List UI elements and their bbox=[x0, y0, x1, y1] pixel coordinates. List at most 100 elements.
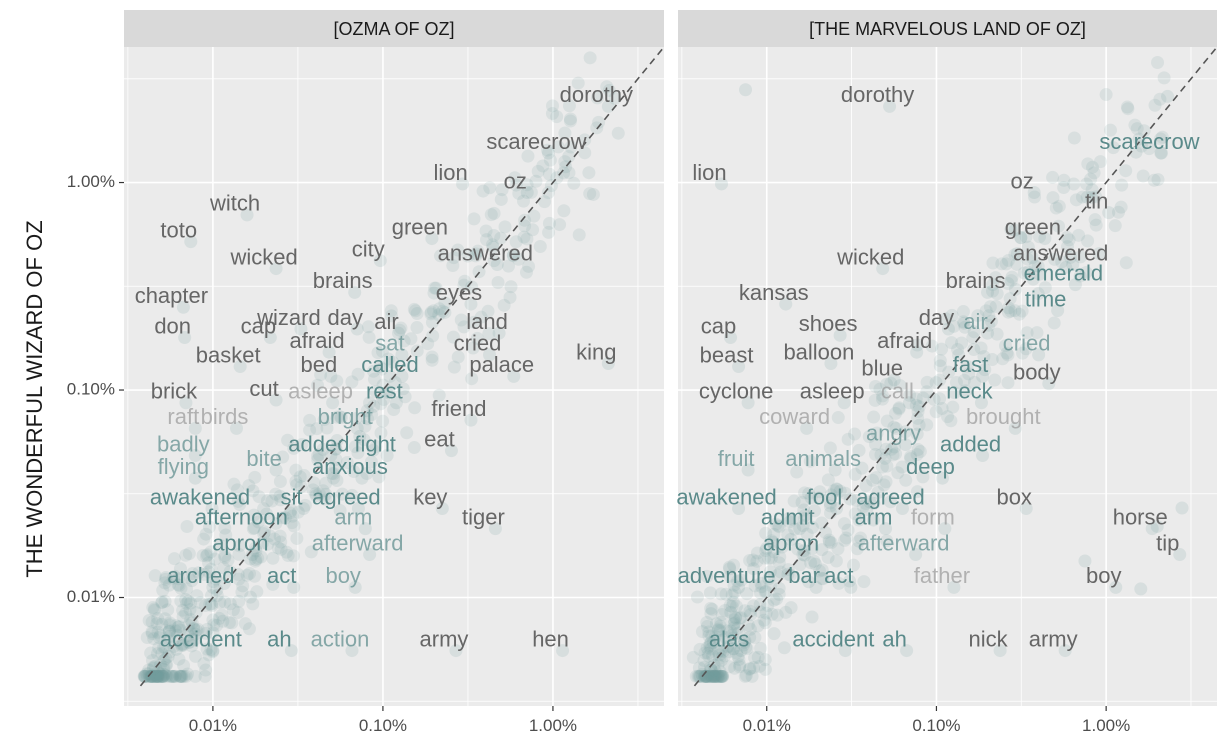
word-point bbox=[852, 443, 866, 457]
word-point bbox=[772, 581, 786, 595]
word-point bbox=[710, 669, 724, 683]
word-point bbox=[1027, 186, 1041, 200]
word-point bbox=[988, 373, 1002, 387]
word-point bbox=[738, 634, 752, 648]
word-point bbox=[941, 322, 955, 336]
word-point bbox=[184, 613, 198, 627]
word-point bbox=[480, 233, 494, 247]
word-point bbox=[509, 235, 523, 249]
word-point bbox=[743, 630, 757, 644]
x-tick-label: 1.00% bbox=[529, 716, 577, 735]
word-point bbox=[151, 669, 165, 683]
facet-panel-2: [THE MARVELOUS LAND OF OZ] dorothy lion sca… bbox=[676, 10, 1217, 735]
word-point bbox=[150, 669, 164, 683]
facet-strip-title: [OZMA OF OZ] bbox=[334, 19, 455, 39]
word-point bbox=[758, 616, 772, 630]
word-point bbox=[309, 489, 323, 503]
word-point bbox=[1087, 166, 1101, 180]
word-point bbox=[1148, 98, 1162, 112]
word-point bbox=[733, 611, 747, 625]
word-label: cried bbox=[454, 331, 502, 356]
word-point bbox=[707, 669, 721, 683]
word-point bbox=[805, 610, 819, 624]
word-label: answered bbox=[438, 240, 533, 265]
word-point bbox=[156, 669, 170, 683]
word-point bbox=[218, 550, 232, 564]
word-label: birds bbox=[201, 404, 249, 429]
word-point bbox=[541, 186, 555, 200]
word-point bbox=[454, 313, 468, 327]
word-point bbox=[1060, 230, 1074, 244]
word-point bbox=[893, 379, 907, 393]
word-point bbox=[156, 669, 170, 683]
word-point bbox=[169, 624, 183, 638]
word-label: answered bbox=[1013, 240, 1108, 265]
outlier-point bbox=[1150, 519, 1164, 533]
word-point bbox=[948, 386, 962, 400]
word-label: oz bbox=[504, 168, 527, 193]
word-label: fast bbox=[953, 352, 988, 377]
word-point bbox=[1008, 282, 1022, 296]
word-point bbox=[746, 553, 760, 567]
word-point bbox=[704, 642, 718, 656]
word-point bbox=[700, 641, 714, 655]
word-point bbox=[175, 637, 189, 651]
word-point bbox=[263, 331, 277, 345]
word-label: scarecrow bbox=[486, 129, 586, 154]
word-point bbox=[218, 595, 232, 609]
word-label: army bbox=[1029, 626, 1078, 651]
word-point bbox=[162, 624, 176, 638]
word-point bbox=[329, 453, 343, 467]
word-point bbox=[345, 488, 359, 502]
word-label: called bbox=[361, 352, 418, 377]
word-point bbox=[747, 661, 761, 675]
word-point bbox=[213, 538, 227, 552]
word-point bbox=[541, 146, 555, 160]
word-point bbox=[704, 669, 718, 683]
word-point bbox=[520, 232, 534, 246]
word-point bbox=[550, 110, 564, 124]
word-point bbox=[324, 369, 338, 383]
word-point bbox=[990, 287, 1004, 301]
word-point bbox=[457, 320, 471, 334]
word-point bbox=[1038, 281, 1052, 295]
word-label: rest bbox=[366, 379, 403, 404]
word-point bbox=[138, 669, 152, 683]
word-label: added bbox=[288, 431, 349, 456]
word-point bbox=[161, 603, 175, 617]
word-point bbox=[1017, 266, 1031, 280]
word-point bbox=[699, 669, 713, 683]
word-point bbox=[705, 602, 719, 616]
word-point bbox=[694, 669, 708, 683]
word-point bbox=[483, 181, 497, 195]
word-point bbox=[1102, 206, 1116, 220]
word-point bbox=[713, 619, 727, 633]
word-point bbox=[912, 400, 926, 414]
word-point bbox=[531, 164, 545, 178]
word-point bbox=[762, 551, 776, 565]
word-point bbox=[567, 176, 581, 190]
word-point bbox=[707, 669, 721, 683]
word-point bbox=[831, 542, 845, 556]
word-point bbox=[724, 624, 738, 638]
word-point bbox=[1004, 223, 1018, 237]
word-point bbox=[945, 308, 959, 322]
word-label: day bbox=[919, 305, 954, 330]
word-point bbox=[695, 667, 709, 681]
word-point bbox=[900, 644, 914, 658]
word-point bbox=[1067, 177, 1081, 191]
word-point bbox=[204, 562, 218, 576]
word-point bbox=[889, 422, 903, 436]
word-point bbox=[989, 271, 1003, 285]
word-point bbox=[1092, 247, 1106, 261]
word-point bbox=[856, 500, 870, 514]
word-point bbox=[351, 367, 365, 381]
word-point bbox=[151, 665, 165, 679]
word-point bbox=[466, 341, 480, 355]
word-point bbox=[140, 630, 154, 644]
word-point bbox=[273, 529, 287, 543]
word-point bbox=[812, 564, 826, 578]
word-point bbox=[727, 578, 741, 592]
word-point bbox=[247, 521, 261, 535]
word-point bbox=[233, 360, 247, 374]
